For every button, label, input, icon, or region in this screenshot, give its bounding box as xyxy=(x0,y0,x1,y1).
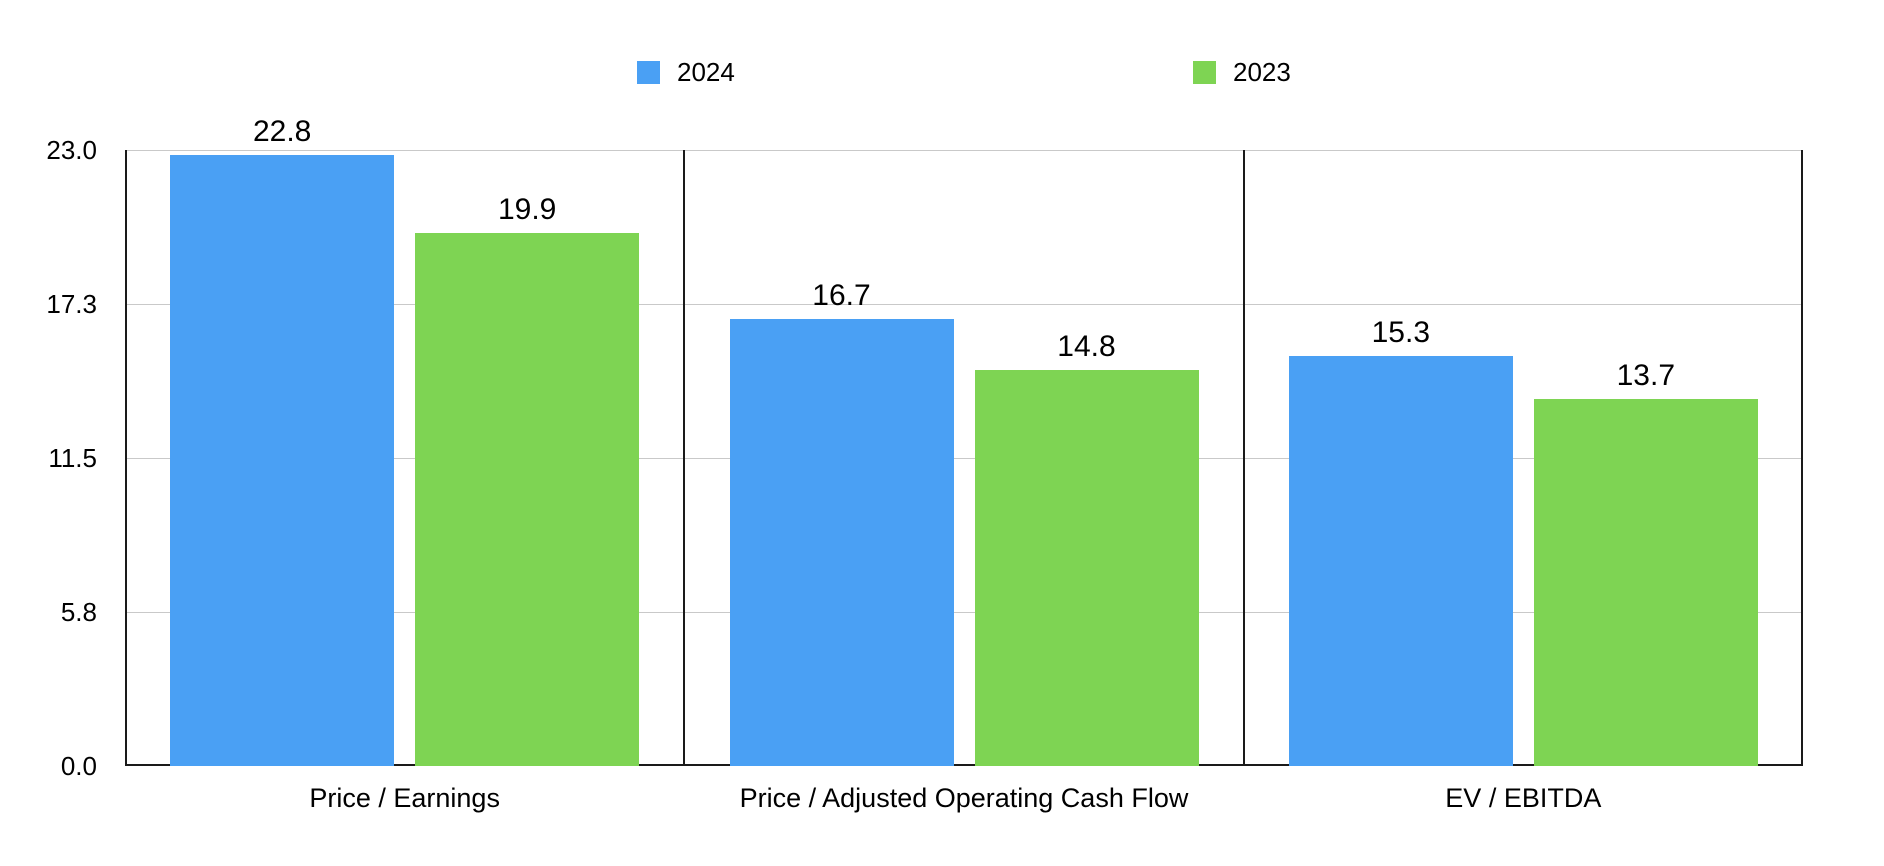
gridline xyxy=(125,149,1803,151)
value-label-2023-price-earnings: 19.9 xyxy=(497,193,557,227)
plot-area: 0.0 5.8 11.5 17.3 23.0 22.8 19.9 Price / Earnin… xyxy=(46,115,1803,813)
gridline xyxy=(125,303,1803,305)
category-label-price-adjusted-operating-cash-flow: Price / Adjusted Operating Cash Flow xyxy=(739,783,1189,813)
legend-label-2024: 2024 xyxy=(677,57,735,87)
y-axis-tick-label: 5.8 xyxy=(60,597,97,627)
legend-label-2023: 2023 xyxy=(1233,57,1291,87)
value-label-2024-price-earnings: 22.8 xyxy=(252,115,312,149)
panel-divider xyxy=(1242,150,1245,766)
gridline xyxy=(125,611,1803,613)
legend-swatch-2023 xyxy=(1193,60,1216,84)
panel-divider xyxy=(683,150,686,766)
value-label-2023-ev-ebitda: 13.7 xyxy=(1616,359,1676,393)
bar-2024-ev-ebitda xyxy=(1288,356,1513,766)
bar-2023-price-adjusted-operating-cash-flow xyxy=(974,369,1199,766)
value-label-2023-price-adjusted-operating-cash-flow: 14.8 xyxy=(1057,329,1116,363)
y-axis-tick-label: 17.3 xyxy=(46,289,97,319)
bar-2023-ev-ebitda xyxy=(1533,399,1758,766)
gridline xyxy=(125,457,1803,459)
bar-2023-price-earnings xyxy=(415,233,640,766)
legend-item-2024: 2024 xyxy=(637,57,735,87)
y-axis-tick-label: 23.0 xyxy=(46,135,97,165)
y-axis-line xyxy=(125,150,127,766)
category-label-ev-ebitda: EV / EBITDA xyxy=(1445,783,1602,813)
legend-swatch-2024 xyxy=(637,60,660,84)
plot-right-border xyxy=(1801,150,1803,766)
y-axis-tick-label: 11.5 xyxy=(48,443,97,473)
category-label-price-earnings: Price / Earnings xyxy=(309,783,500,813)
bar-2024-price-adjusted-operating-cash-flow xyxy=(729,318,954,766)
y-axis-tick-label: 0.0 xyxy=(60,751,97,781)
value-label-2024-price-adjusted-operating-cash-flow: 16.7 xyxy=(812,278,871,312)
x-axis-line xyxy=(125,764,1803,766)
value-label-2024-ev-ebitda: 15.3 xyxy=(1371,316,1431,350)
legend-item-2023: 2023 xyxy=(1193,57,1291,87)
bar-2024-price-earnings xyxy=(170,155,395,766)
